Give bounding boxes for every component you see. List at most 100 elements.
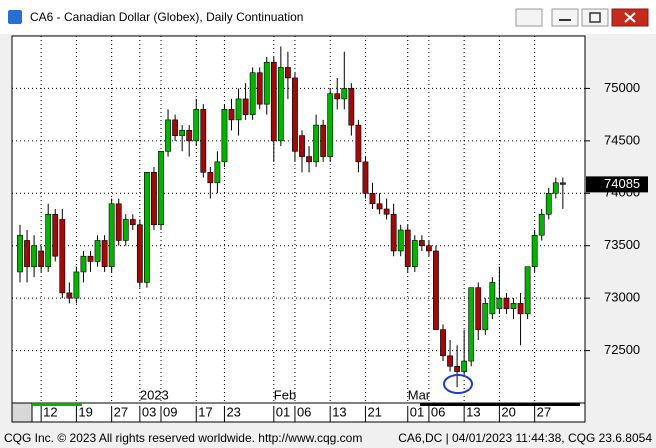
candle-body	[440, 329, 446, 357]
candle-body	[186, 130, 193, 142]
close-icon	[624, 12, 636, 23]
candle-body	[362, 161, 369, 194]
candle-body	[369, 192, 376, 205]
corner-box	[11, 402, 33, 423]
candle-body	[228, 109, 235, 121]
candle-body	[214, 161, 221, 184]
candle-body	[496, 297, 503, 309]
x-tick-label: 13	[332, 404, 346, 419]
x-tick-label: 21	[367, 404, 381, 419]
y-tick-label: 72500	[604, 342, 640, 357]
x-tick-label: 27	[537, 404, 551, 419]
minimize-button[interactable]	[551, 8, 579, 27]
x-tick-label: 23	[226, 404, 240, 419]
candle-body	[52, 213, 59, 257]
candle-body	[524, 266, 531, 315]
maximize-button[interactable]	[581, 8, 609, 27]
candle-body	[454, 365, 460, 372]
candle-body	[193, 109, 200, 142]
candle-body	[517, 303, 524, 315]
period-label: 2023	[140, 387, 169, 402]
candle-body	[249, 72, 256, 115]
candle-body	[129, 219, 136, 226]
x-tick-label: 01	[276, 404, 290, 419]
candle-body	[101, 240, 108, 267]
candle-body	[334, 93, 341, 100]
y-tick-label: 73500	[604, 237, 640, 252]
y-tick-label: 75000	[604, 80, 640, 95]
period-label: Feb	[274, 387, 296, 402]
candle-body	[179, 130, 186, 136]
candle-body	[545, 192, 552, 215]
candle-body	[122, 219, 129, 241]
candle-body	[207, 172, 214, 184]
candle-body	[277, 67, 284, 142]
x-tick-label: 19	[78, 404, 92, 419]
candle-body	[115, 203, 122, 241]
candle-body	[108, 203, 115, 267]
y-tick-label: 73000	[604, 290, 640, 305]
candle-body	[221, 109, 228, 163]
candle-body	[475, 287, 482, 330]
x-tick-label: 01	[410, 404, 424, 419]
candle-body	[66, 292, 73, 299]
candle-body	[503, 297, 510, 309]
candle-body	[31, 245, 37, 267]
candle-body	[263, 61, 270, 105]
candle-body	[397, 229, 404, 252]
x-tick-label: 06	[431, 404, 445, 419]
last-value-box	[586, 176, 648, 193]
candle-body	[165, 119, 171, 152]
candle-body	[94, 240, 101, 262]
candle-body	[144, 172, 150, 283]
candle-body	[552, 182, 559, 194]
candle-body	[348, 88, 355, 126]
candle-body	[355, 124, 362, 163]
footer-right: CA6,DC | 04/01/2023 11:44:38, CQG 23.6.8…	[398, 431, 652, 445]
footer-left: CQG Inc. © 2023 All rights reserved worl…	[4, 431, 362, 445]
link-button[interactable]	[515, 8, 543, 27]
candle-body	[136, 224, 143, 283]
candle-body	[531, 234, 538, 267]
last-value-label: 74085	[604, 176, 640, 191]
candle-body	[327, 93, 334, 157]
candle-body	[158, 151, 164, 226]
candle-body	[151, 172, 157, 226]
candle-body	[489, 282, 496, 315]
candle-body	[242, 98, 249, 115]
candle-body	[17, 234, 23, 273]
x-tick-label: 13	[466, 404, 480, 419]
x-tick-label: 12	[43, 404, 57, 419]
candle-body	[376, 203, 383, 210]
candle-body	[59, 219, 66, 294]
y-tick-label: 74500	[604, 132, 640, 147]
candle-body	[390, 213, 397, 252]
x-tick-label: 06	[297, 404, 311, 419]
candle-body	[447, 355, 453, 367]
x-tick-label: 17	[198, 404, 212, 419]
title-bar	[0, 0, 656, 34]
candle-body	[306, 156, 312, 163]
window-title: CA6 - Canadian Dollar (Globex), Daily Co…	[30, 10, 303, 24]
candle-body	[172, 119, 178, 136]
candle-body	[235, 98, 242, 121]
candle-body	[45, 213, 52, 267]
candle-body	[559, 182, 566, 185]
candle-body	[404, 229, 411, 267]
candle-body	[24, 240, 30, 267]
candle-body	[320, 124, 327, 157]
candle-body	[418, 240, 425, 247]
candle-body	[468, 287, 475, 362]
candle-body	[461, 360, 468, 372]
candle-body	[425, 245, 432, 252]
candle-body	[538, 213, 545, 236]
plot-area	[11, 35, 586, 404]
candle-body	[482, 303, 489, 330]
candle-body	[433, 250, 439, 330]
candle-body	[256, 72, 263, 105]
candle-body	[510, 303, 517, 309]
candle-body	[341, 88, 348, 100]
candle-body	[38, 250, 45, 267]
